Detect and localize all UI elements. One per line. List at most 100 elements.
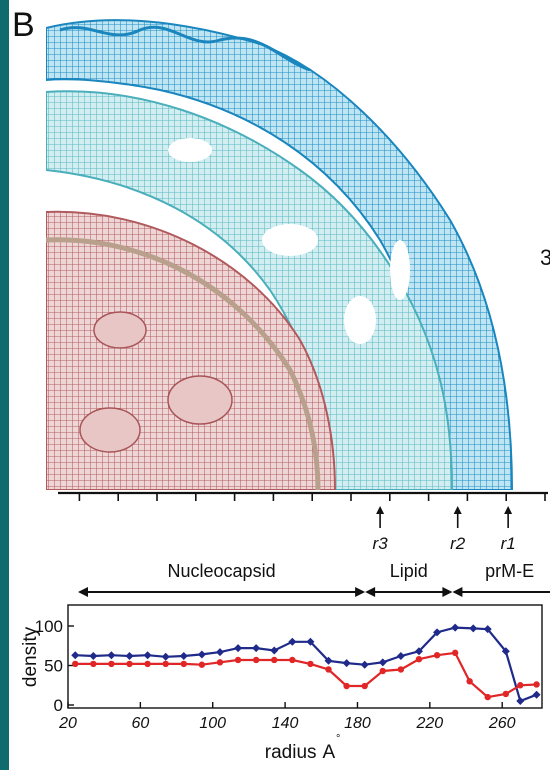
data-point	[234, 644, 243, 653]
y-tick-label: 50	[44, 657, 63, 676]
region-bracket-arrow-left	[365, 587, 376, 597]
data-point	[361, 682, 368, 690]
marker-arrowhead	[453, 506, 462, 514]
data-point	[484, 693, 491, 701]
x-axis-label-unit: A	[323, 742, 336, 763]
x-tick-label: 260	[488, 715, 516, 732]
data-point	[307, 660, 314, 668]
map-gap	[344, 296, 376, 344]
chart-frame	[67, 604, 543, 709]
data-point	[306, 637, 315, 646]
map-gap	[168, 138, 212, 162]
data-point	[108, 660, 115, 668]
region-label-lipid: Lipid	[390, 561, 428, 581]
region-bracket-arrow-left	[78, 587, 88, 597]
region-bracket-arrow-right	[442, 587, 453, 597]
map-gap	[390, 240, 410, 300]
data-point	[144, 660, 151, 668]
data-point	[379, 667, 386, 675]
data-point	[414, 647, 423, 656]
marker-label-r2: r2	[450, 534, 466, 553]
data-point	[342, 659, 351, 668]
marker-arrowhead	[504, 506, 513, 514]
x-tick-label: 100	[199, 715, 226, 732]
region-bracket-arrow-left	[452, 587, 463, 597]
data-point	[502, 690, 510, 698]
data-point	[466, 678, 473, 685]
data-point	[397, 666, 405, 673]
data-point	[234, 656, 242, 664]
marker-arrowhead	[376, 506, 385, 514]
data-point	[271, 656, 278, 664]
region-bracket-arrow-right	[355, 587, 366, 597]
data-point	[270, 646, 279, 655]
lipid-shell	[46, 90, 454, 490]
x-tick-label: 140	[272, 715, 299, 732]
angstrom-ring: °	[336, 733, 340, 745]
data-point	[252, 644, 261, 653]
data-point	[216, 659, 224, 666]
core-blob	[93, 311, 147, 349]
data-point	[469, 624, 478, 633]
density-map-illustration	[46, 19, 514, 490]
data-point	[415, 655, 423, 663]
data-point	[143, 651, 152, 660]
data-point	[126, 660, 133, 668]
nucleocapsid-rim	[46, 237, 321, 490]
map-gap	[262, 224, 318, 256]
core-blob	[167, 375, 233, 425]
data-point	[532, 690, 541, 699]
data-point	[72, 660, 79, 668]
density-profile-chart: 0 50 100 20 60 100 140 180 220 260 density radiu…	[20, 604, 543, 763]
data-point	[533, 681, 540, 688]
data-point	[343, 682, 350, 690]
data-point	[378, 658, 387, 667]
data-point	[451, 649, 459, 657]
data-point	[162, 660, 169, 668]
data-point	[71, 651, 80, 660]
y-axis-label: density	[20, 626, 41, 687]
data-point	[198, 661, 206, 668]
data-point	[433, 652, 441, 659]
data-point	[360, 660, 369, 669]
region-label-prm-e: prM-E	[485, 561, 534, 581]
data-point	[501, 647, 510, 656]
y-axis: 0 50 100	[35, 617, 74, 715]
side-fragment-text: 3	[540, 245, 550, 270]
panel-label: B	[12, 6, 35, 44]
y-tick-label: 0	[54, 696, 63, 715]
left-edge-strip	[0, 0, 9, 770]
data-point	[107, 651, 116, 660]
data-point	[289, 656, 296, 664]
x-axis-label-main: radius	[265, 742, 317, 763]
data-point	[324, 656, 333, 665]
x-axis-label: radius A	[265, 742, 336, 763]
marker-label-r1: r1	[501, 534, 516, 553]
x-tick-label: 220	[415, 715, 443, 732]
x-tick-label: 20	[58, 715, 77, 732]
region-label-nucleocapsid: Nucleocapsid	[168, 561, 276, 581]
data-point	[288, 637, 297, 646]
data-point	[451, 623, 460, 632]
data-point	[179, 652, 188, 661]
shell-ripple	[59, 25, 311, 72]
y-tick-label: 100	[35, 617, 63, 636]
radial-scale: r3 r2 r1 Nucleocapsid Lipid prM-E	[58, 491, 550, 597]
core-blob	[79, 407, 141, 453]
data-point	[396, 652, 405, 661]
data-point	[180, 660, 187, 668]
data-point	[325, 666, 332, 673]
data-point	[483, 625, 492, 634]
data-point	[197, 650, 206, 659]
data-point	[125, 652, 134, 661]
data-point	[516, 697, 525, 706]
x-axis: 20 60 100 140 180 220 260	[58, 702, 516, 732]
chart-series	[71, 623, 541, 706]
data-point	[89, 652, 98, 661]
data-point	[161, 652, 170, 661]
data-point	[90, 660, 97, 668]
x-tick-label: 180	[344, 715, 371, 732]
marker-label-r3: r3	[373, 534, 389, 553]
data-point	[252, 656, 260, 664]
